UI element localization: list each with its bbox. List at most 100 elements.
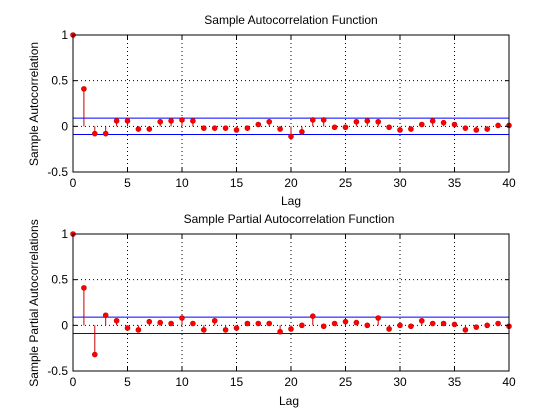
acf-stem-marker [211,125,218,131]
acf-stem-marker [320,117,327,123]
acf-stem-marker [353,118,360,125]
acf-x-tick-label: 15 [230,176,244,190]
pacf-stem-marker [495,320,501,327]
pacf-stem-marker [190,320,196,327]
acf-x-tick-label: 35 [448,176,462,190]
pacf-y-tick-label: 1 [61,227,68,241]
acf-y-tick-label: 0.5 [51,74,68,88]
pacf-stem-marker [244,320,251,327]
pacf-stem-marker [168,320,174,327]
pacf-stem-marker [135,327,142,333]
pacf-x-tick-label: 20 [284,375,298,389]
pacf-stem-marker [375,315,382,321]
pacf-x-tick-label: 0 [70,375,77,389]
pacf-stem-marker [331,320,338,327]
pacf-subplot: 0 5 10 15 20 25 30 35 40-0.500.51 Sample Partial… [27,212,516,408]
pacf-stem-marker [408,323,414,330]
pacf-stem-marker [266,320,273,327]
pacf-x-tick-label: 10 [175,375,189,389]
pacf-stem-marker [429,320,436,327]
acf-x-tick-label: 20 [284,176,298,190]
acf-stem-marker [255,121,262,128]
acf-x-tick-label: 0 [70,176,77,190]
pacf-stem-marker [81,285,87,291]
acf-y-tick-label: 0 [61,119,68,133]
acf-stem-marker [190,118,196,124]
acf-stem-marker [146,126,153,132]
acf-ticks: 0 5 10 15 20 25 30 35 40-0.500.51 [47,28,516,190]
pacf-stem-marker [124,325,131,331]
acf-stem-marker [157,118,163,125]
acf-stem-marker [429,118,436,124]
acf-stem-marker [113,118,120,124]
pacf-stem-marker [288,326,294,332]
acf-stem-marker [102,130,109,137]
acf-subplot: 0 5 10 15 20 25 30 35 40-0.500.51 Sample Autocor… [27,13,516,208]
pacf-stem-marker [309,313,316,320]
pacf-x-axis-label: Lag [279,394,299,408]
acf-stem-marker [277,126,283,132]
acf-x-tick-label: 40 [502,176,516,190]
acf-stem-marker [331,124,338,131]
acf-stem-marker [288,133,294,140]
acf-x-tick-label: 5 [124,176,131,190]
acf-stem-marker [386,124,392,131]
acf-stem-marker [244,125,251,131]
pacf-stem-marker [233,325,240,331]
acf-y-axis-label: Sample Autocorrelation [27,42,41,166]
acf-stem-marker [342,124,349,131]
pacf-x-tick-label: 25 [339,375,353,389]
pacf-stem-marker [179,315,185,321]
acf-y-tick-label: 1 [61,28,68,42]
acf-x-tick-label: 25 [339,176,353,190]
acf-stem-marker [364,118,371,124]
acf-stem-marker [462,125,469,131]
acf-stem-marker [233,127,240,133]
pacf-stem-marker [440,320,447,327]
pacf-stem-marker [484,322,491,329]
acf-stem-marker [408,126,414,132]
acf-stem-marker [440,119,447,126]
pacf-stem-marker [386,326,392,332]
pacf-x-tick-label: 30 [393,375,407,389]
acf-stem-marker [418,121,425,128]
pacf-ticks: 0 5 10 15 20 25 30 35 40-0.500.51 [47,227,516,389]
pacf-stem-marker [342,318,349,325]
acf-y-tick-label: -0.5 [47,165,68,179]
acf-stem-marker [495,122,501,129]
acf-stem-marker [299,129,305,135]
acf-stem-marker [484,126,491,132]
acf-x-tick-label: 30 [393,176,407,190]
acf-grid [73,35,509,172]
pacf-stem-marker [418,317,425,324]
pacf-stem-marker [211,317,218,324]
acf-stem-marker [135,126,142,132]
acf-stem-marker [201,125,207,131]
pacf-chart-title: Sample Partial Autocorrelation Function [184,212,395,226]
pacf-stem-marker [92,351,98,358]
pacf-stem-marker [451,321,458,328]
pacf-x-tick-label: 40 [502,375,516,389]
pacf-stem-marker [364,322,371,329]
pacf-stem-marker [473,324,480,330]
pacf-y-tick-label: 0 [61,318,68,332]
acf-x-tick-label: 10 [175,176,189,190]
pacf-grid [73,234,509,371]
pacf-stem-marker [462,327,469,333]
acf-chart-title: Sample Autocorrelation Function [204,13,377,27]
pacf-x-tick-label: 35 [448,375,462,389]
acf-stem-marker [266,118,273,125]
acf-x-axis-label: Lag [281,194,301,208]
pacf-x-tick-label: 15 [230,375,244,389]
pacf-y-tick-label: 0.5 [51,273,68,287]
acf-stem-marker [179,117,185,123]
pacf-stem-marker [277,328,283,335]
pacf-stem-marker [102,312,109,319]
pacf-stem-marker [397,322,403,329]
pacf-stem-marker [201,327,207,333]
pacf-stem-marker [299,322,305,329]
pacf-x-tick-label: 5 [124,375,131,389]
acf-stem-marker [473,127,480,133]
acf-stem-marker [397,127,403,133]
